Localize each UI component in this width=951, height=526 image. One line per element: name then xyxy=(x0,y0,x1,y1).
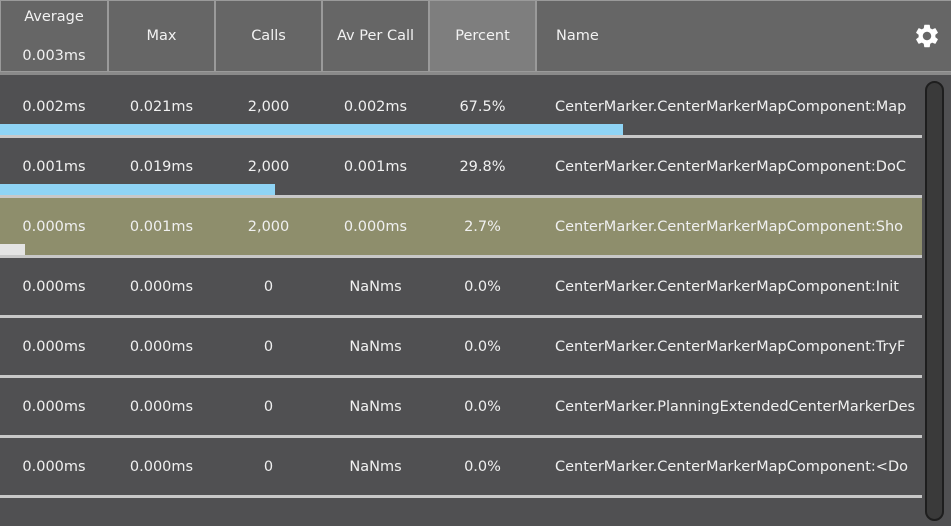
cell-percent: 0.0% xyxy=(464,278,501,295)
cell-name: CenterMarker.CenterMarkerMapComponent:In… xyxy=(555,278,899,295)
cell-av-per-call: NaNms xyxy=(349,458,402,475)
profiler-table-body: 0.002ms 0.021ms 2,000 0.002ms 67.5% CenterMar… xyxy=(0,78,951,498)
column-header-average-label: Average xyxy=(24,9,84,25)
cell-name: CenterMarker.CenterMarkerMapComponent:<D… xyxy=(555,458,908,475)
table-row[interactable]: 0.000ms 0.001ms 2,000 0.000ms 2.7% CenterMark… xyxy=(0,198,951,258)
cell-max: 0.001ms xyxy=(129,218,194,235)
cell-percent: 29.8% xyxy=(459,158,506,175)
cell-percent: 0.0% xyxy=(464,458,501,475)
cell-average: 0.000ms xyxy=(22,278,86,295)
column-header-max-label: Max xyxy=(146,28,177,44)
table-row[interactable]: 0.000ms 0.000ms 0 NaNms 0.0% CenterMarker.Cen… xyxy=(0,438,951,498)
column-header-percent-label: Percent xyxy=(455,28,510,44)
cell-calls: 2,000 xyxy=(247,98,290,115)
cell-calls: 2,000 xyxy=(247,218,290,235)
cell-calls: 0 xyxy=(263,398,274,415)
cell-calls: 2,000 xyxy=(247,158,290,175)
cell-name: CenterMarker.CenterMarkerMapComponent:Do… xyxy=(555,158,906,175)
cell-calls: 0 xyxy=(263,338,274,355)
gear-icon[interactable] xyxy=(913,22,941,50)
column-header-average[interactable]: Average 0.003ms xyxy=(0,0,108,72)
cell-av-per-call: NaNms xyxy=(349,278,402,295)
table-row[interactable]: 0.002ms 0.021ms 2,000 0.002ms 67.5% CenterMar… xyxy=(0,78,951,138)
cell-name: CenterMarker.CenterMarkerMapComponent:Tr… xyxy=(555,338,906,355)
table-row[interactable]: 0.001ms 0.019ms 2,000 0.001ms 29.8% CenterMar… xyxy=(0,138,951,198)
cell-av-per-call: 0.001ms xyxy=(343,158,408,175)
cell-max: 0.000ms xyxy=(129,338,194,355)
column-header-percent[interactable]: Percent xyxy=(429,0,536,72)
table-header: Average 0.003ms Max Calls Av Per Call Pe… xyxy=(0,0,951,75)
percent-bar xyxy=(0,244,25,255)
cell-max: 0.000ms xyxy=(129,458,194,475)
vertical-scrollbar[interactable] xyxy=(922,78,951,526)
cell-calls: 0 xyxy=(263,278,274,295)
cell-percent: 0.0% xyxy=(464,338,501,355)
percent-bar xyxy=(0,184,275,195)
cell-av-per-call: NaNms xyxy=(349,338,402,355)
column-header-name-label: Name xyxy=(556,28,599,44)
cell-av-per-call: 0.000ms xyxy=(343,218,408,235)
cell-percent: 0.0% xyxy=(464,398,501,415)
column-header-calls-label: Calls xyxy=(251,28,286,44)
cell-average: 0.000ms xyxy=(22,338,86,355)
cell-name: CenterMarker.CenterMarkerMapComponent:Ma… xyxy=(555,98,907,115)
average-total-value: 0.003ms xyxy=(22,48,86,64)
cell-av-per-call: 0.002ms xyxy=(343,98,408,115)
scrollbar-thumb[interactable] xyxy=(925,81,944,521)
cell-av-per-call: NaNms xyxy=(349,398,402,415)
column-header-av-per-call-label: Av Per Call xyxy=(336,28,415,44)
cell-max: 0.019ms xyxy=(129,158,194,175)
cell-average: 0.001ms xyxy=(22,158,86,175)
cell-average: 0.000ms xyxy=(22,398,86,415)
table-row[interactable]: 0.000ms 0.000ms 0 NaNms 0.0% CenterMarker.Cen… xyxy=(0,318,951,378)
cell-max: 0.000ms xyxy=(129,398,194,415)
cell-max: 0.021ms xyxy=(129,98,194,115)
column-header-av-per-call[interactable]: Av Per Call xyxy=(322,0,429,72)
cell-percent: 2.7% xyxy=(464,218,501,235)
cell-percent: 67.5% xyxy=(459,98,506,115)
column-header-calls[interactable]: Calls xyxy=(215,0,322,72)
table-row[interactable]: 0.000ms 0.000ms 0 NaNms 0.0% CenterMarker.Cen… xyxy=(0,258,951,318)
cell-average: 0.002ms xyxy=(22,98,86,115)
table-row[interactable]: 0.000ms 0.000ms 0 NaNms 0.0% CenterMarker.Pla… xyxy=(0,378,951,438)
cell-max: 0.000ms xyxy=(129,278,194,295)
percent-bar xyxy=(0,124,623,135)
cell-calls: 0 xyxy=(263,458,274,475)
cell-average: 0.000ms xyxy=(22,458,86,475)
column-header-max[interactable]: Max xyxy=(108,0,215,72)
column-header-name[interactable]: Name xyxy=(536,0,951,72)
cell-average: 0.000ms xyxy=(22,218,86,235)
cell-name: CenterMarker.CenterMarkerMapComponent:Sh… xyxy=(555,218,904,235)
cell-name: CenterMarker.PlanningExtendedCenterMarke… xyxy=(555,398,916,415)
